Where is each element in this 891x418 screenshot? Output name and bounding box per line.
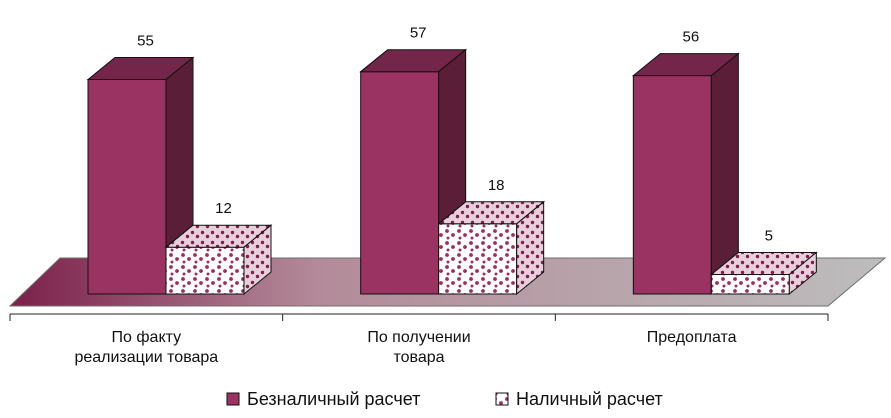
value-labels: 55 12 57 18 56 5 (137, 25, 773, 245)
x-tick-label: Предоплата (647, 329, 737, 346)
bar-side (516, 200, 545, 296)
data-label: 55 (137, 33, 154, 50)
bar (631, 52, 740, 296)
bar (709, 251, 818, 296)
bar-front (360, 71, 440, 295)
data-label: 12 (215, 200, 232, 217)
data-label: 57 (410, 25, 427, 42)
x-tick-label: реализации товара (74, 349, 218, 366)
bar-side (788, 251, 817, 296)
bar (164, 224, 273, 296)
bar-front (165, 246, 245, 295)
bar-side (243, 224, 272, 296)
x-tick-label: По факту (112, 329, 182, 346)
legend-swatch (495, 392, 509, 406)
x-axis: По факту реализации товара По получении тов… (9, 313, 829, 366)
legend-label: Безналичный расчет (247, 389, 420, 409)
bar-front (438, 223, 518, 295)
data-label: 56 (682, 29, 699, 46)
bar-front (87, 79, 167, 295)
x-tick-label: По получении (367, 329, 470, 346)
legend-swatch (226, 392, 240, 406)
data-label: 5 (765, 228, 773, 245)
bars-layer (86, 48, 818, 296)
bar-front (710, 274, 790, 295)
data-label: 18 (488, 177, 505, 194)
bar-front (632, 75, 712, 295)
bar (437, 200, 546, 296)
legend-label: Наличный расчет (516, 389, 663, 409)
x-tick-label: товара (393, 349, 444, 366)
legend: Безналичный расчет Наличный расчет (226, 389, 663, 409)
